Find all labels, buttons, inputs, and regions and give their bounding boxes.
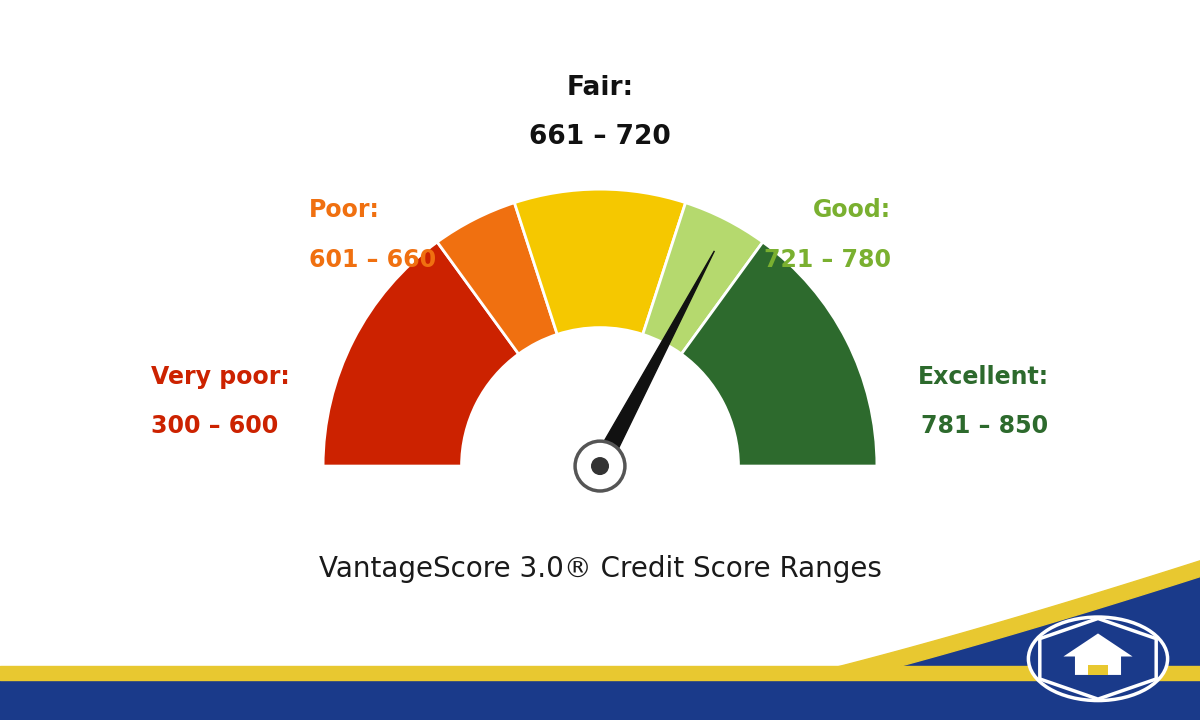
Circle shape: [462, 328, 738, 605]
Text: 300 – 600: 300 – 600: [151, 415, 278, 438]
Polygon shape: [1063, 634, 1133, 675]
Wedge shape: [515, 189, 685, 334]
Text: Excellent:: Excellent:: [918, 364, 1049, 389]
Circle shape: [1028, 617, 1168, 701]
Text: Good:: Good:: [812, 199, 890, 222]
Bar: [1088, 665, 1108, 675]
Circle shape: [575, 441, 625, 491]
Text: Very poor:: Very poor:: [151, 364, 290, 389]
Wedge shape: [323, 242, 518, 466]
Text: Poor:: Poor:: [310, 199, 380, 222]
Text: 661 – 720: 661 – 720: [529, 125, 671, 150]
Text: Fair:: Fair:: [566, 75, 634, 101]
Polygon shape: [592, 251, 714, 470]
Wedge shape: [643, 203, 763, 354]
Text: 601 – 660: 601 – 660: [310, 248, 437, 272]
Bar: [323, 466, 877, 632]
Text: 721 – 780: 721 – 780: [763, 248, 890, 272]
Circle shape: [592, 458, 608, 474]
Text: VantageScore 3.0® Credit Score Ranges: VantageScore 3.0® Credit Score Ranges: [318, 555, 882, 582]
Wedge shape: [682, 242, 877, 466]
Wedge shape: [437, 203, 557, 354]
Text: 781 – 850: 781 – 850: [922, 415, 1049, 438]
